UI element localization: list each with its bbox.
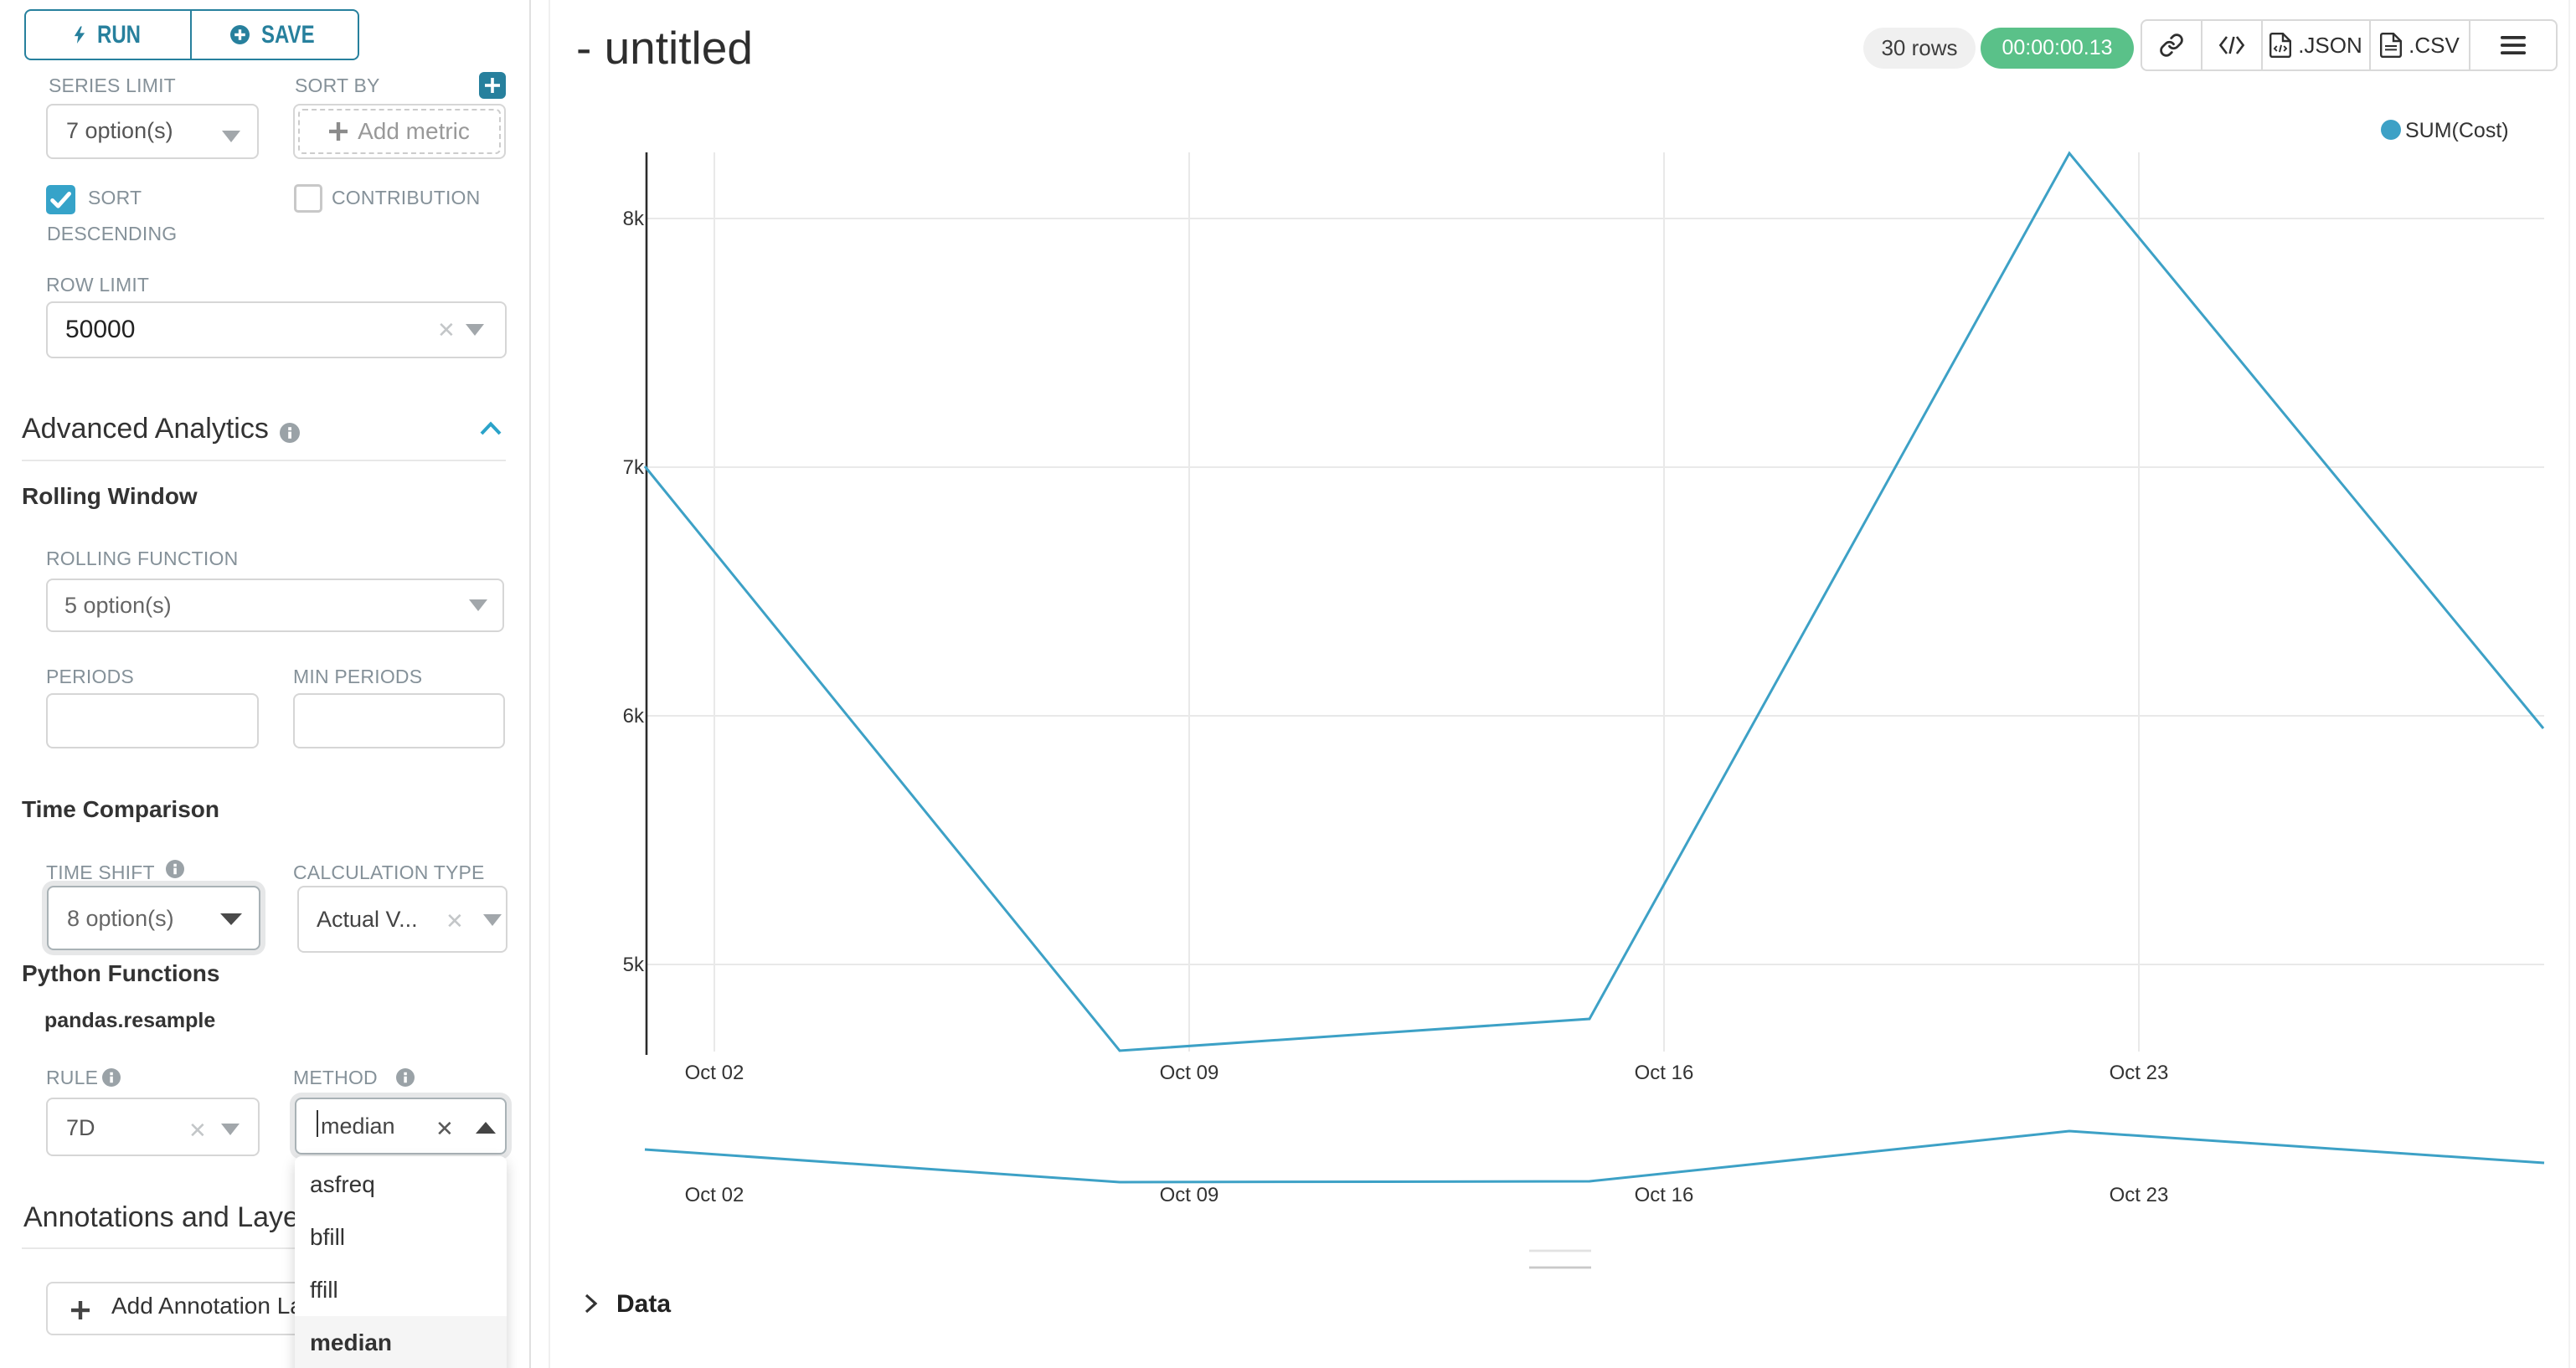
svg-text:SUM(Cost): SUM(Cost)	[2405, 119, 2509, 142]
svg-text:Oct 23: Oct 23	[2110, 1062, 2169, 1084]
svg-text:Oct 09: Oct 09	[1160, 1184, 1219, 1206]
svg-text:Oct 09: Oct 09	[1160, 1062, 1219, 1084]
svg-text:Oct 02: Oct 02	[685, 1062, 744, 1084]
svg-text:Oct 16: Oct 16	[1635, 1062, 1694, 1084]
svg-text:8k: 8k	[623, 208, 645, 230]
svg-text:6k: 6k	[623, 705, 645, 728]
svg-text:Oct 23: Oct 23	[2110, 1184, 2169, 1206]
svg-text:7k: 7k	[623, 456, 645, 479]
svg-text:5k: 5k	[623, 954, 645, 976]
svg-text:Oct 16: Oct 16	[1635, 1184, 1694, 1206]
svg-text:Oct 02: Oct 02	[685, 1184, 744, 1206]
